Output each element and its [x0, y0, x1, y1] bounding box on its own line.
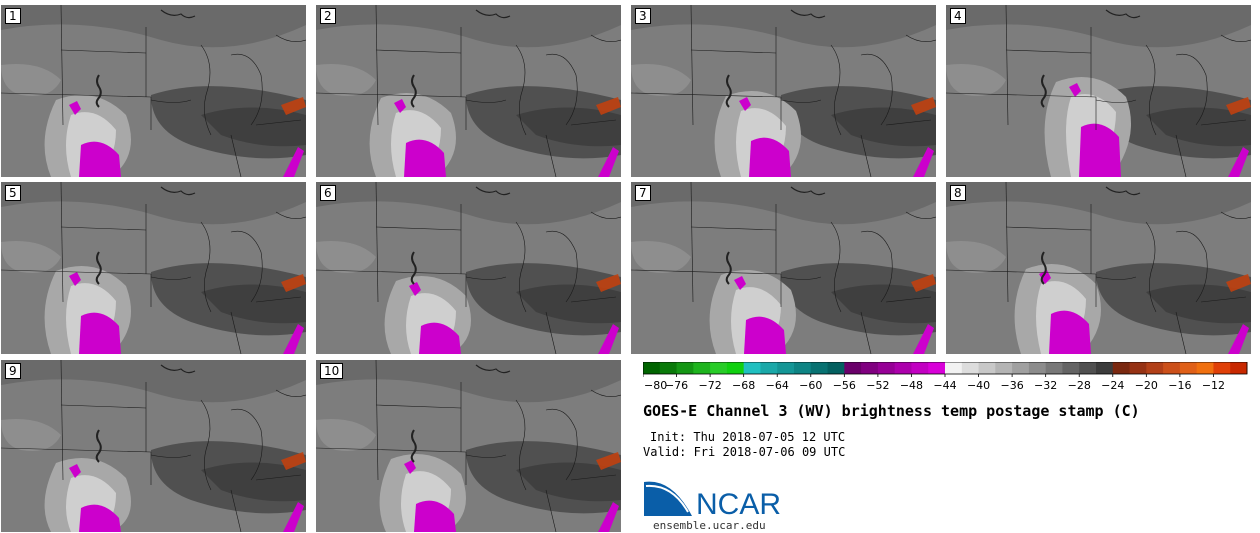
colorbar-tick-label: −44 [933, 379, 956, 392]
colorbar-swatch [945, 362, 963, 374]
colorbar-swatch [1146, 362, 1164, 374]
colorbar-swatch [928, 362, 946, 374]
member-number: 2 [320, 8, 336, 24]
colorbar-tick-label: −72 [699, 379, 722, 392]
colorbar-tick-label: −40 [967, 379, 990, 392]
valid-time: Valid: Fri 2018-07-06 09 UTC [643, 445, 846, 459]
colorbar-swatch [894, 362, 912, 374]
colorbar-swatch [760, 362, 778, 374]
colorbar-tick-label: −28 [1068, 379, 1091, 392]
colorbar-swatch [726, 362, 745, 374]
ensemble-member-panel: 3 [631, 5, 936, 177]
figure-title: GOES-E Channel 3 (WV) brightness temp po… [643, 402, 1140, 420]
member-number: 1 [5, 8, 21, 24]
colorbar-swatch [777, 362, 795, 374]
colorbar-swatch [877, 362, 896, 374]
colorbar-tick-label: −68 [732, 379, 755, 392]
member-number: 10 [320, 363, 344, 379]
ncar-logo-swoosh [644, 481, 692, 516]
site-url: ensemble.ucar.edu [653, 519, 766, 532]
colorbar-swatch [710, 362, 728, 374]
colorbar-tick-label: −20 [1135, 379, 1158, 392]
member-number: 3 [635, 8, 651, 24]
colorbar-swatch [961, 362, 980, 374]
ensemble-member-panel: 10 [316, 360, 621, 532]
colorbar-swatch [1129, 362, 1147, 374]
colorbar-swatch [1096, 362, 1114, 374]
colorbar-tick-label: −12 [1202, 379, 1225, 392]
ncar-logo: NCAR [644, 481, 781, 520]
colorbar-swatch [844, 362, 862, 374]
colorbar-swatch [1230, 362, 1248, 374]
member-number: 8 [950, 185, 966, 201]
colorbar: −80−76 −72 −68 −64 −60 −56 −52 −48 −44 −40 −36 −32−… [643, 362, 1248, 392]
colorbar-tick-label: −64 [766, 379, 789, 392]
ensemble-member-panel: 8 [946, 182, 1251, 354]
colorbar-swatch [978, 362, 996, 374]
colorbar-swatch [659, 362, 678, 374]
colorbar-swatch [995, 362, 1013, 374]
colorbar-swatch [827, 362, 845, 374]
ensemble-member-panel: 7 [631, 182, 936, 354]
colorbar-swatch [1112, 362, 1131, 374]
colorbar-tick-label: −76 [665, 379, 688, 392]
colorbar-swatch [810, 362, 829, 374]
member-number: 7 [635, 185, 651, 201]
colorbar-swatch [1012, 362, 1030, 374]
colorbar-swatch [1079, 362, 1097, 374]
member-number: 5 [5, 185, 21, 201]
colorbar-swatch [1045, 362, 1063, 374]
colorbar-tick-label: −60 [799, 379, 822, 392]
colorbar-swatch [1028, 362, 1047, 374]
ensemble-member-panel: 4 [946, 5, 1251, 177]
member-number: 9 [5, 363, 21, 379]
colorbar-tick-label: −16 [1168, 379, 1191, 392]
colorbar-tick-label: −80 [644, 379, 667, 392]
ensemble-member-panel: 5 [1, 182, 306, 354]
colorbar-tick-label: −32 [1034, 379, 1057, 392]
colorbar-swatch [1196, 362, 1214, 374]
ensemble-member-panel: 9 [1, 360, 306, 532]
colorbar-tick-label: −24 [1101, 379, 1124, 392]
colorbar-tick-label: −56 [833, 379, 856, 392]
colorbar-swatch [743, 362, 761, 374]
member-number: 4 [950, 8, 966, 24]
member-number: 6 [320, 185, 336, 201]
colorbar-tick-label: −48 [900, 379, 923, 392]
ensemble-member-panel: 2 [316, 5, 621, 177]
ensemble-member-panel: 1 [1, 5, 306, 177]
colorbar-swatch [1163, 362, 1181, 374]
colorbar-swatch [1062, 362, 1080, 374]
colorbar-tick-label: −52 [866, 379, 889, 392]
init-time: Init: Thu 2018-07-05 12 UTC [650, 430, 846, 444]
colorbar-swatch [643, 362, 661, 374]
colorbar-tick-label: −36 [1001, 379, 1024, 392]
colorbar-swatch [693, 362, 711, 374]
colorbar-swatch [676, 362, 694, 374]
colorbar-swatch [1179, 362, 1198, 374]
ncar-logo-text: NCAR [696, 488, 781, 520]
colorbar-swatch [911, 362, 929, 374]
colorbar-swatch [861, 362, 879, 374]
ensemble-member-panel: 6 [316, 182, 621, 354]
colorbar-swatch [1213, 362, 1231, 374]
colorbar-swatch [794, 362, 812, 374]
